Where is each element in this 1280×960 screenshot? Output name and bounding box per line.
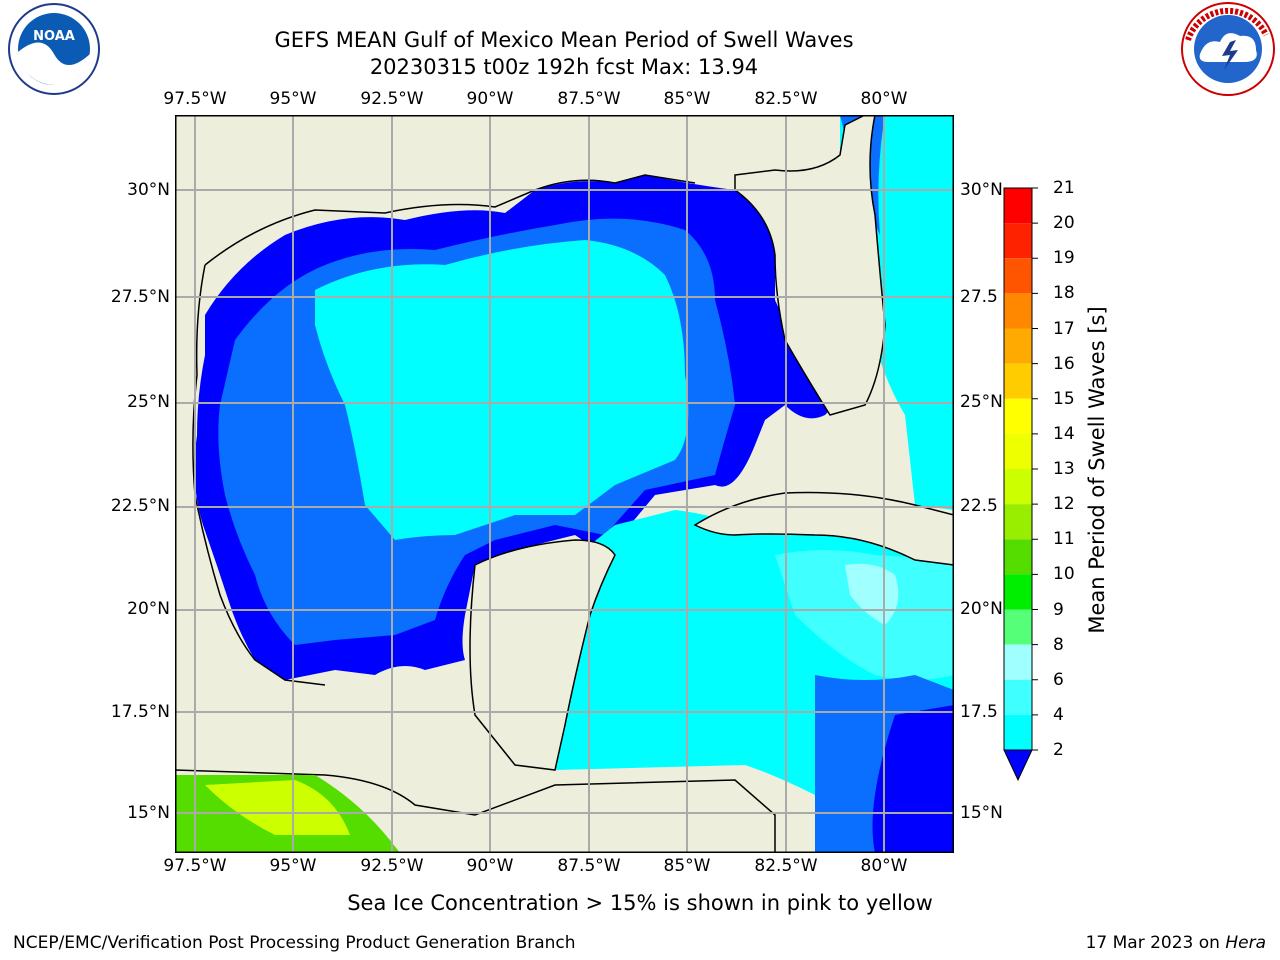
- lat-tick-right: 27.5: [960, 287, 998, 307]
- colorbar-box: [1004, 574, 1032, 610]
- colorbar-box: [1004, 293, 1032, 329]
- lon-tick-bottom: 97.5°W: [163, 856, 227, 876]
- lon-tick-bottom: 90°W: [466, 856, 514, 876]
- colorbar-tick-label: 15: [1053, 388, 1075, 409]
- chart-subtitle: 20230315 t00z 192h fcst Max: 13.94: [369, 55, 759, 79]
- colorbar-tick-label: 8: [1053, 634, 1064, 655]
- lat-tick-right: 17.5: [960, 702, 998, 722]
- colorbar-box: [1004, 188, 1032, 224]
- colorbar-tick-label: 14: [1053, 423, 1075, 444]
- colorbar-tick-label: 13: [1053, 459, 1075, 479]
- map-border: [175, 115, 954, 853]
- swell-band-caribbean-light: [775, 550, 954, 680]
- colorbar-box: [1004, 539, 1032, 575]
- colorbar-box: [1004, 258, 1032, 294]
- lat-tick-left: 22.5°N: [110, 496, 170, 516]
- colorbar-tick-label: 20: [1053, 213, 1075, 234]
- lat-tick-right: 25°N: [960, 392, 1003, 412]
- lon-tick-top: 82.5°W: [754, 89, 818, 109]
- lat-tick-left: 17.5°N: [110, 702, 170, 722]
- lat-tick-right: 22.5: [960, 496, 998, 516]
- colorbar-box: [1004, 398, 1032, 434]
- lat-tick-right: 15°N: [960, 803, 1003, 823]
- colorbar-tick-label: 19: [1053, 248, 1075, 269]
- colorbar-tick-label: 10: [1053, 564, 1075, 585]
- svg-text:NOAA: NOAA: [33, 29, 75, 44]
- footer-date-text: 17 Mar 2023 on: [1085, 933, 1226, 953]
- colorbar-box: [1004, 363, 1032, 399]
- lon-tick-bottom: 87.5°W: [557, 856, 621, 876]
- lon-tick-top: 87.5°W: [557, 89, 621, 109]
- lon-tick-bottom: 85°W: [663, 856, 711, 876]
- gulf-map: [175, 115, 954, 853]
- swell-band-6-8-core: [315, 240, 689, 540]
- colorbar-tick-label: 2: [1053, 740, 1064, 760]
- colorbar-box: [1004, 223, 1032, 259]
- footer-date: 17 Mar 2023 on Hera: [1086, 933, 1266, 953]
- lat-tick-left: 27.5°N: [110, 287, 170, 307]
- colorbar: [1003, 187, 1038, 782]
- lat-tick-left: 25°N: [127, 392, 170, 412]
- colorbar-box: [1004, 679, 1032, 715]
- colorbar-box: [1004, 644, 1032, 680]
- sea-ice-note: Sea Ice Concentration > 15% is shown in …: [347, 891, 933, 915]
- cuba-land: [693, 491, 954, 566]
- colorbar-tick-label: 12: [1053, 494, 1075, 515]
- swell-band-caribbean-dark: [872, 705, 954, 853]
- colorbar-tick-label: 21: [1053, 178, 1075, 198]
- colorbar-box: [1004, 714, 1032, 750]
- colorbar-tick-label: 9: [1053, 599, 1064, 620]
- noaa-logo-icon: NOAA: [8, 3, 100, 95]
- lat-tick-left: 30°N: [127, 180, 170, 200]
- lon-tick-top: 95°W: [269, 89, 317, 109]
- graticule: [175, 115, 954, 853]
- nws-logo-icon: [1181, 2, 1275, 96]
- colorbar-label: Mean Period of Swell Waves [s]: [1085, 306, 1109, 634]
- footer-credit: NCEP/EMC/Verification Post Processing Pr…: [13, 933, 576, 953]
- colorbar-tick-label: 4: [1053, 704, 1064, 725]
- colorbar-tick-label: 18: [1053, 283, 1075, 304]
- lat-tick-right: 20°N: [960, 599, 1003, 619]
- colorbar-tick-label: 11: [1053, 529, 1075, 550]
- lat-tick-left: 15°N: [127, 803, 170, 823]
- colorbar-extend-arrow: [1003, 749, 1033, 782]
- lon-tick-bottom: 92.5°W: [360, 856, 424, 876]
- footer-host: Hera: [1225, 933, 1266, 953]
- lat-tick-left: 20°N: [127, 599, 170, 619]
- colorbar-tick-label: 17: [1053, 318, 1075, 339]
- lon-tick-bottom: 95°W: [269, 856, 317, 876]
- colorbar-box: [1004, 469, 1032, 505]
- colorbar-box: [1004, 504, 1032, 540]
- lon-tick-top: 80°W: [860, 89, 908, 109]
- colorbar-box: [1004, 433, 1032, 469]
- pacific-ice-yellow: [205, 780, 350, 835]
- lon-tick-bottom: 82.5°W: [754, 856, 818, 876]
- colorbar-box: [1004, 328, 1032, 364]
- lon-tick-top: 90°W: [466, 89, 514, 109]
- colorbar-tick-label: 16: [1053, 353, 1075, 374]
- lon-tick-top: 97.5°W: [163, 89, 227, 109]
- lon-tick-top: 92.5°W: [360, 89, 424, 109]
- lon-tick-top: 85°W: [663, 89, 711, 109]
- lat-tick-right: 30°N: [960, 180, 1003, 200]
- colorbar-tick-label: 6: [1053, 669, 1064, 690]
- lon-tick-bottom: 80°W: [860, 856, 908, 876]
- colorbar-box: [1004, 609, 1032, 645]
- chart-title: GEFS MEAN Gulf of Mexico Mean Period of …: [274, 28, 854, 52]
